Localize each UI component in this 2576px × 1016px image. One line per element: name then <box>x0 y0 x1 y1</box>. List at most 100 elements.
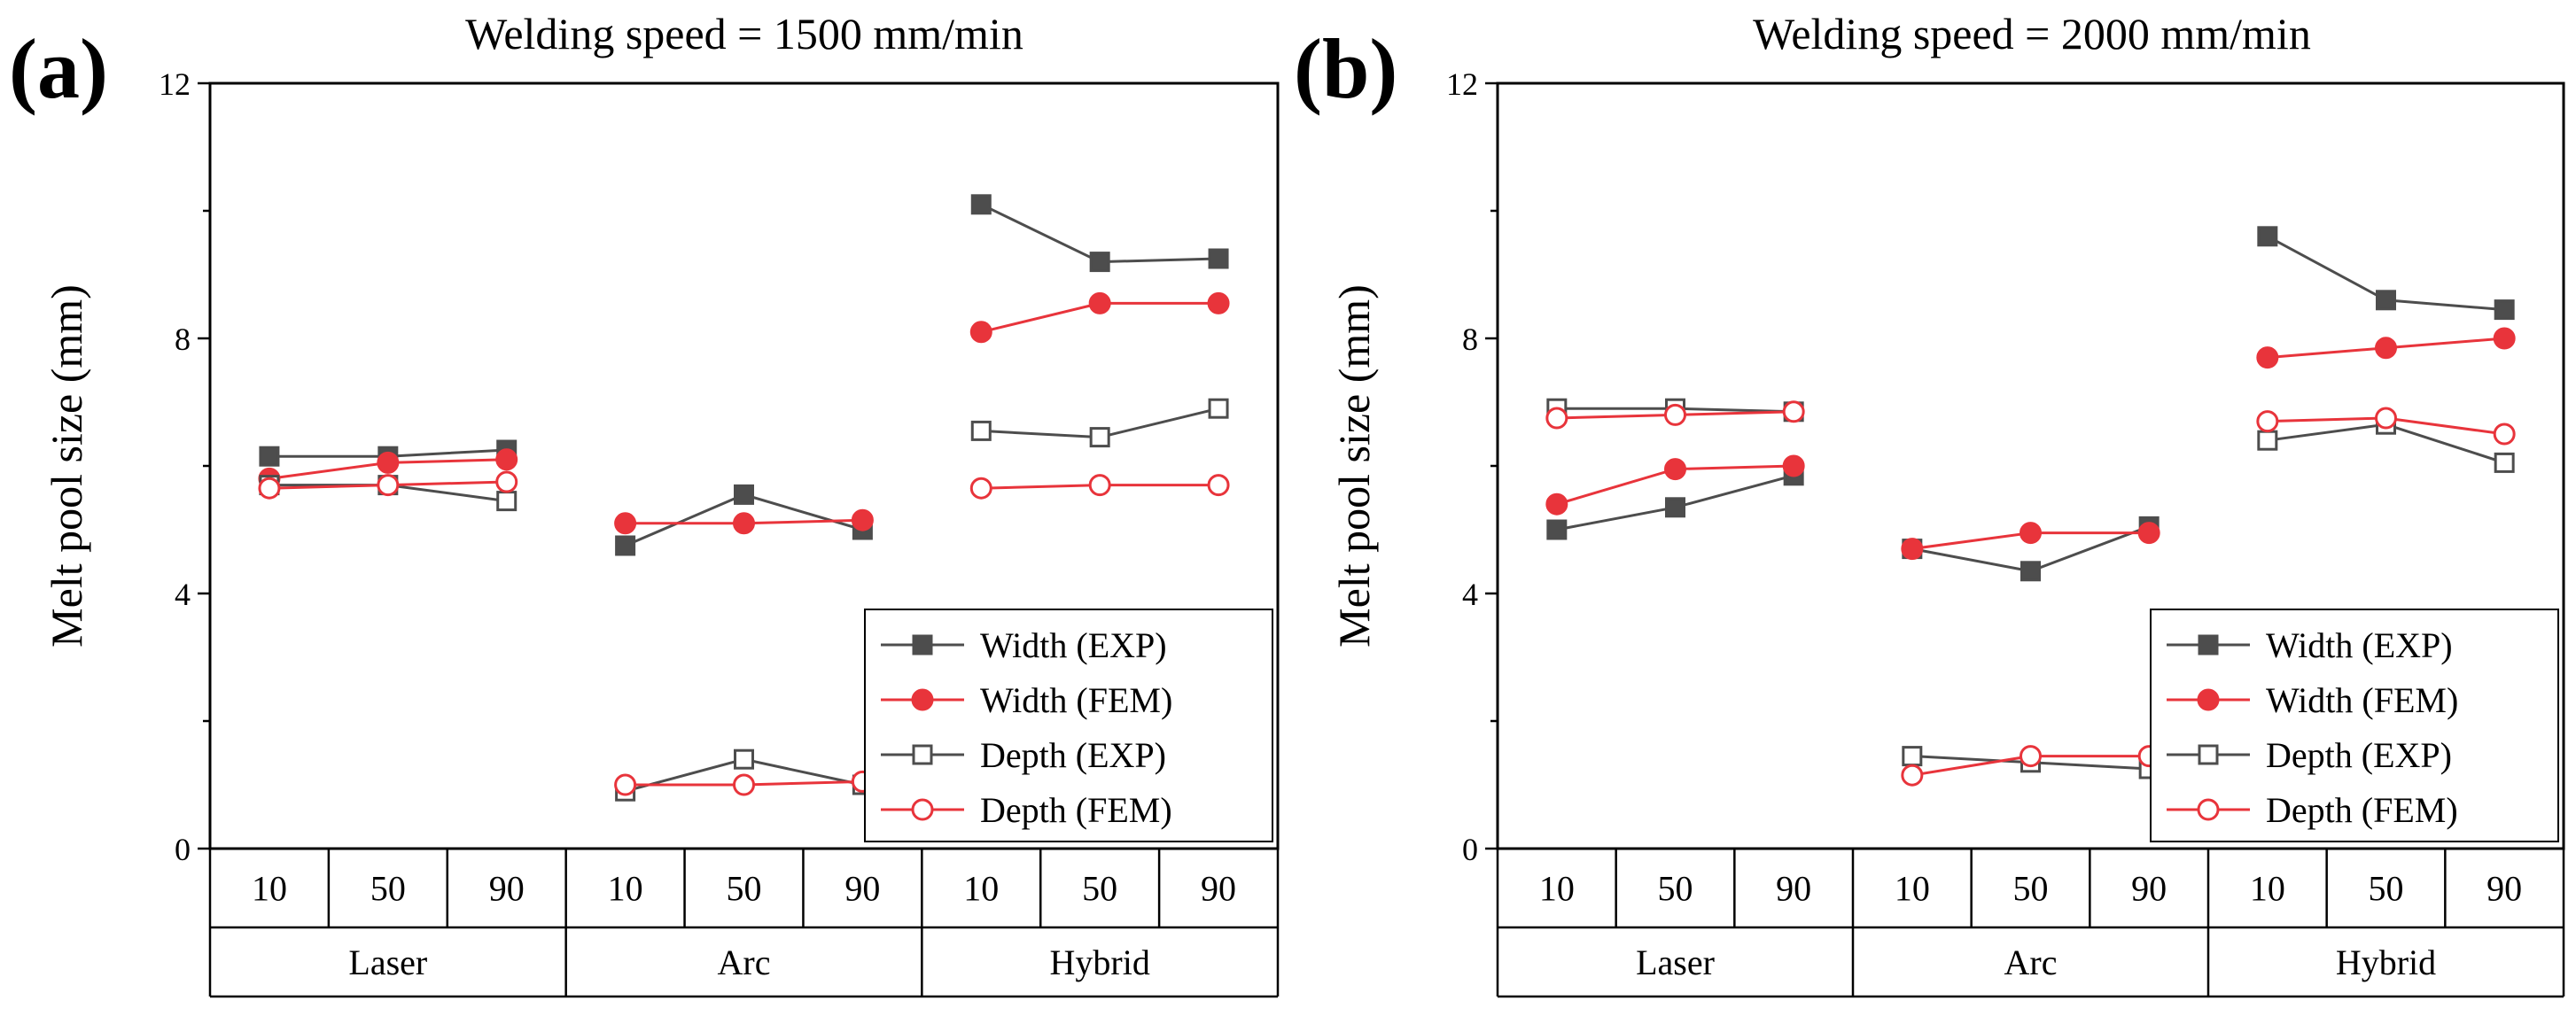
panel-label: (a) <box>9 21 108 116</box>
legend-marker <box>2197 688 2220 711</box>
data-point <box>2375 407 2397 430</box>
y-axis-label: Melt pool size (mm) <box>42 284 91 648</box>
panel-b: (b) Welding speed = 2000 mm/min 0 4 8 12 Melt … <box>1294 9 2565 998</box>
category-label: 90 <box>2131 869 2167 909</box>
data-point <box>614 773 637 796</box>
series-depth-fem <box>258 470 1230 796</box>
data-point <box>851 508 874 531</box>
legend-label: Depth (EXP) <box>2266 735 2452 775</box>
data-point <box>258 477 281 500</box>
y-tick-label: 12 <box>159 66 191 102</box>
category-label: 90 <box>489 869 525 909</box>
group-label: Laser <box>348 942 427 982</box>
category-label: 90 <box>1776 869 1811 909</box>
data-point <box>1088 291 1111 314</box>
data-point <box>495 448 518 471</box>
y-tick-label: 8 <box>175 322 191 357</box>
series-width-fem <box>1545 327 2516 561</box>
category-label: 10 <box>252 869 287 909</box>
category-label: 90 <box>1201 869 1236 909</box>
data-point <box>2493 327 2516 350</box>
group-label: Arc <box>718 942 771 982</box>
data-point <box>259 446 280 467</box>
data-point <box>1664 458 1686 481</box>
category-label: 10 <box>963 869 999 909</box>
data-point <box>970 194 992 215</box>
group-label: Arc <box>2004 942 2058 982</box>
category-label: 50 <box>2013 869 2049 909</box>
data-point <box>1207 474 1230 497</box>
data-point <box>615 535 636 556</box>
data-point <box>496 491 518 512</box>
legend-label: Width (FEM) <box>980 680 1172 720</box>
data-point <box>377 451 400 474</box>
y-tick-label: 0 <box>1462 832 1478 867</box>
data-point <box>733 512 755 535</box>
y-axis-label: Melt pool size (mm) <box>1329 284 1379 648</box>
data-point <box>2376 290 2396 311</box>
data-point <box>1901 764 1924 787</box>
y-tick-label: 8 <box>1462 322 1478 357</box>
data-point <box>2020 561 2041 582</box>
legend-marker <box>912 634 933 655</box>
group-label: Hybrid <box>2336 942 2436 982</box>
category-label: 10 <box>2250 869 2285 909</box>
legend: Width (EXP) Width (FEM) Depth (EXP) Depth (… <box>2150 609 2559 842</box>
category-label: 90 <box>844 869 880 909</box>
data-point <box>970 420 992 441</box>
legend: Width (EXP) Width (FEM) Depth (EXP) Depth (… <box>864 609 1273 842</box>
legend-label: Width (FEM) <box>2266 680 2458 720</box>
data-point <box>1782 400 1805 423</box>
legend-marker <box>911 688 934 711</box>
category-label: 10 <box>1539 869 1575 909</box>
data-point <box>1089 252 1110 273</box>
category-label: 10 <box>608 869 643 909</box>
data-point <box>1088 474 1111 497</box>
data-point <box>734 484 754 505</box>
data-point <box>2020 745 2042 768</box>
data-point <box>2375 337 2397 360</box>
legend-label: Width (EXP) <box>980 625 1167 665</box>
legend-label: Depth (FEM) <box>980 790 1172 830</box>
category-label: 90 <box>2487 869 2522 909</box>
data-point <box>2494 299 2515 321</box>
series-depth-exp <box>259 398 1229 802</box>
chart-title: Welding speed = 1500 mm/min <box>465 9 1023 58</box>
legend-marker <box>911 798 934 821</box>
data-point <box>1089 427 1110 448</box>
data-point <box>1207 291 1230 314</box>
data-point <box>2494 452 2515 473</box>
legend-label: Depth (EXP) <box>980 735 1166 775</box>
data-point <box>614 512 637 535</box>
group-label: Laser <box>1636 942 1715 982</box>
panel-a: (a) Welding speed = 1500 mm/min 0 4 8 12 Melt … <box>9 9 1280 998</box>
data-point <box>1902 746 1923 767</box>
group-label: Hybrid <box>1050 942 1150 982</box>
legend-box <box>2150 609 2559 842</box>
data-point <box>2493 423 2516 446</box>
legend-marker <box>2197 798 2220 821</box>
y-tick-label: 12 <box>1446 66 1478 102</box>
chart-title: Welding speed = 2000 mm/min <box>1753 9 2311 58</box>
legend-label: Width (EXP) <box>2266 625 2453 665</box>
data-point <box>2020 522 2042 545</box>
legend-label: Depth (FEM) <box>2266 790 2458 830</box>
data-point <box>1208 398 1229 419</box>
data-point <box>1664 403 1686 426</box>
data-point <box>1901 538 1924 561</box>
legend-marker <box>2198 744 2219 765</box>
data-point <box>2256 410 2279 433</box>
data-point <box>2137 522 2160 545</box>
y-tick-label: 0 <box>175 832 191 867</box>
data-point <box>1546 519 1568 540</box>
panel-label: (b) <box>1294 21 1397 116</box>
data-point <box>1208 248 1229 269</box>
category-label: 50 <box>727 869 762 909</box>
data-point <box>1665 497 1685 518</box>
data-point <box>2256 346 2279 369</box>
category-label: 50 <box>1082 869 1117 909</box>
category-label: 50 <box>370 869 406 909</box>
legend-marker <box>912 744 933 765</box>
data-point <box>1782 454 1805 477</box>
